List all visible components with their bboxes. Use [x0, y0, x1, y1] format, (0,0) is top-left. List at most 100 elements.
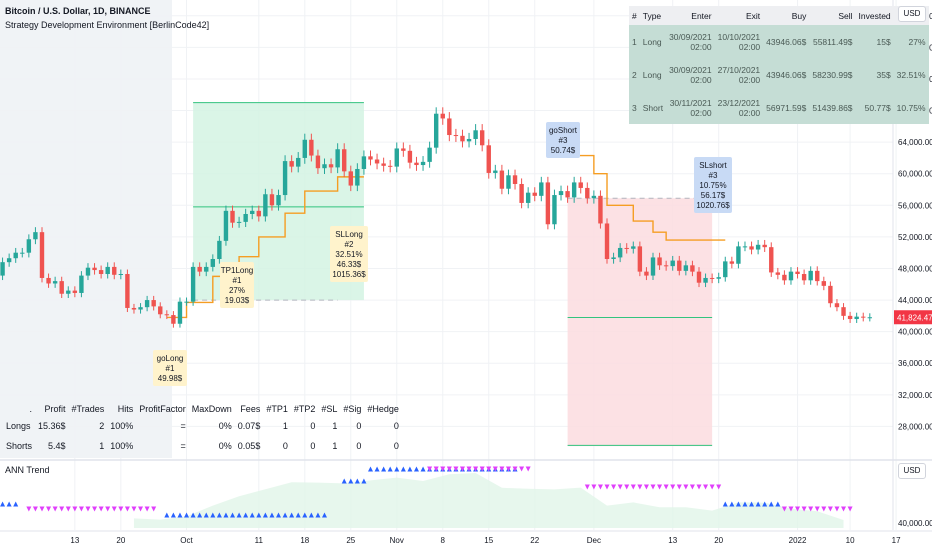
- trend-up-marker: [164, 512, 170, 518]
- trend-up-marker: [269, 512, 275, 518]
- candle-body: [460, 135, 465, 142]
- candle-body: [26, 239, 32, 253]
- strategy-name: Strategy Development Environment [Berlin…: [5, 20, 210, 30]
- col-header: Hits: [117, 404, 134, 414]
- x-tick-label: 10: [846, 536, 855, 545]
- trend-up-marker: [742, 501, 748, 507]
- cell-invested: 35$: [876, 69, 891, 80]
- candle-body: [545, 182, 551, 225]
- trend-up-marker: [216, 512, 222, 518]
- candle-body: [164, 314, 170, 316]
- trend-down-marker: [505, 466, 511, 472]
- candle-body: [729, 261, 735, 264]
- candle-body: [309, 139, 314, 156]
- candle-body: [230, 210, 235, 223]
- candle-body: [637, 246, 643, 272]
- trend-down-marker: [499, 466, 505, 472]
- trend-up-marker: [177, 512, 183, 518]
- last-price-label: 41,824.47: [897, 313, 932, 322]
- row-label: Longs: [6, 421, 31, 431]
- x-tick-label: 11: [255, 536, 264, 545]
- cell-buy: 56971.59$: [766, 102, 807, 113]
- trend-up-marker: [387, 466, 393, 472]
- candle-body: [381, 163, 386, 166]
- trend-down-marker: [52, 506, 58, 512]
- candle-body: [598, 195, 603, 224]
- goshort-label-text: goShort: [549, 126, 578, 135]
- slshort-label-text: 1020.76$: [696, 201, 730, 210]
- col-header: Fees: [240, 404, 261, 414]
- table-row: 2 Long 30/09/2021 02:00 27/10/2021 02:00 4…: [629, 58, 929, 91]
- indicator-currency-button[interactable]: USD: [898, 463, 926, 479]
- trend-down-marker: [683, 484, 689, 490]
- candle-body: [197, 266, 202, 272]
- y-tick-label: 28,000.00: [898, 422, 932, 431]
- candle-body: [841, 307, 846, 316]
- goshort-label-text: #3: [559, 136, 568, 145]
- tp1long-label-box: [220, 262, 254, 308]
- candle-body: [453, 135, 459, 137]
- y-tick-label: 56,000.00: [898, 201, 932, 210]
- col-header: Buy: [763, 6, 810, 25]
- candle-body: [296, 157, 301, 167]
- trend-down-marker: [676, 484, 682, 490]
- trend-down-marker: [473, 466, 479, 472]
- trend-up-marker: [762, 501, 768, 507]
- candle-body: [335, 149, 340, 168]
- cell-sig: 0: [356, 441, 362, 451]
- candle-body: [433, 113, 439, 148]
- indicator-title: ANN Trend: [5, 465, 50, 475]
- trend-up-marker: [190, 512, 196, 518]
- col-header: MaxDown: [191, 404, 232, 414]
- x-tick-label: 8: [441, 536, 446, 545]
- trend-down-marker: [689, 484, 695, 490]
- candle-body: [125, 274, 130, 308]
- x-tick-label: 17: [892, 536, 901, 545]
- trend-down-marker: [46, 506, 52, 512]
- candle-body: [742, 246, 748, 248]
- stats-table: . Profit #Trades Hits ProfitFactor MaxDo…: [3, 402, 402, 456]
- trend-down-marker: [92, 506, 98, 512]
- trend-up-marker: [394, 466, 400, 472]
- trend-up-marker: [6, 501, 12, 507]
- trend-up-marker: [735, 501, 741, 507]
- trend-up-marker: [420, 466, 426, 472]
- y-tick-label: 40,000.00: [898, 328, 932, 337]
- candle-body: [72, 290, 78, 293]
- candle-body: [486, 145, 491, 173]
- candle-body: [499, 170, 505, 189]
- candle-body: [762, 244, 767, 248]
- cell-tp2: 0: [310, 421, 316, 431]
- candle-body: [861, 316, 866, 318]
- trend-down-marker: [124, 506, 130, 512]
- candle-body: [558, 191, 564, 196]
- candle-body: [624, 247, 629, 249]
- currency-button[interactable]: USD: [898, 6, 926, 22]
- trend-up-marker: [361, 478, 367, 484]
- candle-body: [493, 170, 498, 173]
- candle-body: [276, 195, 281, 206]
- candle-body: [315, 155, 321, 169]
- candle-body: [677, 260, 682, 271]
- trend-up-marker: [407, 466, 413, 472]
- candle-body: [525, 192, 531, 203]
- y-tick-label: 52,000.00: [898, 233, 932, 242]
- trend-down-marker: [834, 506, 840, 512]
- col-header: #Trades: [71, 404, 105, 414]
- cell-number: 1: [632, 36, 637, 47]
- golong-label-text: #1: [166, 364, 175, 373]
- candle-body: [795, 271, 800, 275]
- candle-body: [854, 316, 859, 320]
- goshort-label-text: 50.74$: [551, 146, 576, 155]
- candle-body: [243, 213, 248, 222]
- time-axis[interactable]: 13 20 Oct 11 18 25 Nov 8 15 22 Dec 13 20 2022 10 17: [0, 530, 932, 545]
- trend-down-marker: [814, 506, 820, 512]
- trend-down-marker: [670, 484, 676, 490]
- cell-tp2: 0: [310, 441, 316, 451]
- trend-up-marker: [197, 512, 203, 518]
- x-tick-label: Nov: [390, 536, 404, 545]
- trend-down-marker: [131, 506, 137, 512]
- candle-body: [821, 281, 827, 286]
